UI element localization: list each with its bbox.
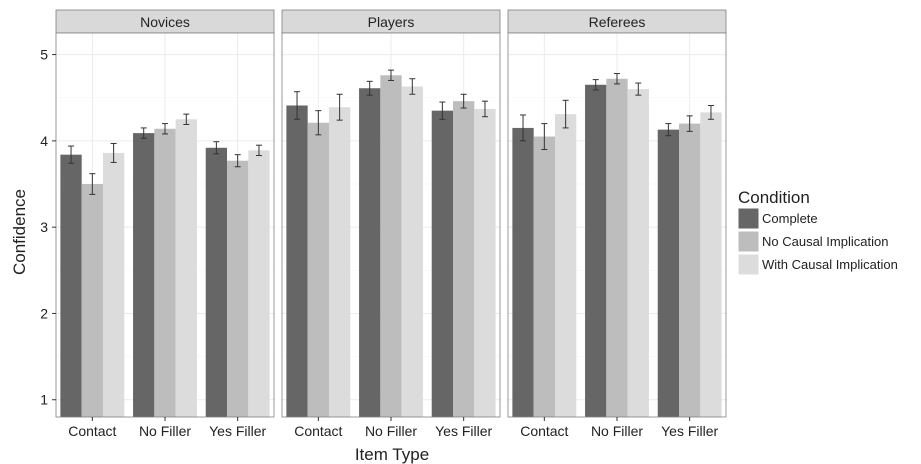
- bar-with-causal-implication: [474, 108, 496, 418]
- y-tick-label: 3: [40, 219, 48, 235]
- error-bar: [315, 110, 322, 136]
- error-bar: [686, 115, 693, 132]
- x-tick-label: Yes Filler: [435, 423, 492, 439]
- panel-title: Novices: [140, 14, 190, 30]
- bar-with-causal-implication: [102, 152, 125, 418]
- bar-no-causal-implication: [606, 78, 628, 417]
- y-axis-title: Confidence: [10, 189, 29, 275]
- y-tick-label: 1: [40, 392, 48, 408]
- bar-no-causal-implication: [380, 75, 402, 418]
- error-bar: [110, 142, 117, 163]
- legend: Condition Complete No Causal Implication W…: [737, 188, 898, 276]
- panel-title: Referees: [589, 14, 646, 30]
- bar-with-causal-implication: [627, 89, 649, 417]
- x-tick-label: Yes Filler: [661, 423, 718, 439]
- error-bar: [592, 79, 599, 91]
- y-axis: 1 2 3 4 5: [40, 47, 56, 408]
- x-tick-label: No Filler: [365, 423, 417, 439]
- bar-no-causal-implication: [227, 160, 249, 418]
- error-bar: [336, 93, 343, 121]
- error-bar: [68, 145, 75, 164]
- y-tick-label: 5: [40, 47, 48, 63]
- panel-novices: Novices Contact No Filler Yes Filler: [55, 9, 275, 439]
- bar-complete: [133, 133, 155, 417]
- bar-complete: [286, 105, 308, 418]
- legend-item: Complete: [737, 207, 818, 230]
- y-tick-label: 4: [40, 133, 48, 149]
- legend-title: Condition: [738, 188, 810, 207]
- error-bar: [665, 123, 672, 137]
- legend-label: With Causal Implication: [762, 257, 898, 272]
- error-bar: [707, 104, 714, 120]
- bar-complete: [60, 154, 82, 417]
- error-bar: [520, 114, 527, 142]
- bar-with-causal-implication: [700, 112, 722, 417]
- bar-complete: [512, 127, 534, 417]
- error-bar: [89, 173, 96, 195]
- x-axis-title: Item Type: [355, 445, 429, 464]
- x-tick-label: Contact: [68, 423, 116, 439]
- x-tick-label: Contact: [294, 423, 342, 439]
- bar-complete: [205, 147, 228, 417]
- bar-complete: [431, 110, 454, 418]
- bar-with-causal-implication: [175, 119, 197, 417]
- y-tick-label: 2: [40, 305, 48, 321]
- legend-item: No Causal Implication: [737, 230, 888, 253]
- legend-label: Complete: [762, 211, 818, 226]
- bar-no-causal-implication: [453, 101, 475, 418]
- error-bar: [614, 73, 620, 85]
- legend-swatch: [737, 207, 760, 230]
- bar-complete: [585, 84, 607, 418]
- x-tick-label: Contact: [520, 423, 568, 439]
- legend-label: No Causal Implication: [762, 234, 888, 249]
- bar-with-causal-implication: [401, 86, 423, 417]
- x-tick-label: No Filler: [591, 423, 643, 439]
- error-bar: [562, 99, 569, 129]
- x-tick-label: No Filler: [139, 423, 191, 439]
- panel-referees: Referees Contact No Filler Yes Filler: [507, 9, 727, 439]
- bar-no-causal-implication: [81, 184, 103, 417]
- error-bar: [409, 78, 416, 95]
- error-bar: [366, 80, 373, 96]
- bar-with-causal-implication: [328, 107, 351, 417]
- error-bar: [439, 101, 446, 120]
- bar-no-causal-implication: [679, 123, 701, 417]
- bar-no-causal-implication: [154, 128, 176, 417]
- legend-swatch: [737, 230, 760, 253]
- legend-items: Complete No Causal Implication With Causal…: [737, 207, 898, 276]
- error-bar: [255, 144, 262, 157]
- error-bar: [213, 141, 220, 155]
- error-bar: [388, 69, 394, 81]
- error-bar: [481, 100, 488, 118]
- error-bar: [234, 154, 241, 168]
- bar-no-causal-implication: [307, 122, 329, 417]
- bar-complete: [657, 129, 680, 417]
- bar-with-causal-implication: [248, 150, 270, 417]
- panel-players: Players Contact No Filler Yes Filler: [281, 9, 501, 439]
- error-bar: [140, 127, 147, 139]
- x-tick-label: Yes Filler: [209, 423, 266, 439]
- error-bar: [460, 93, 467, 109]
- error-bar: [635, 82, 642, 96]
- error-bar: [162, 123, 168, 135]
- error-bar: [541, 123, 548, 150]
- bar-complete: [359, 88, 381, 418]
- error-bar: [183, 113, 190, 125]
- panel-title: Players: [368, 14, 415, 30]
- error-bar: [294, 91, 301, 120]
- legend-swatch: [737, 253, 760, 276]
- bar-no-causal-implication: [533, 136, 555, 417]
- legend-item: With Causal Implication: [737, 253, 898, 276]
- bar-with-causal-implication: [554, 114, 577, 417]
